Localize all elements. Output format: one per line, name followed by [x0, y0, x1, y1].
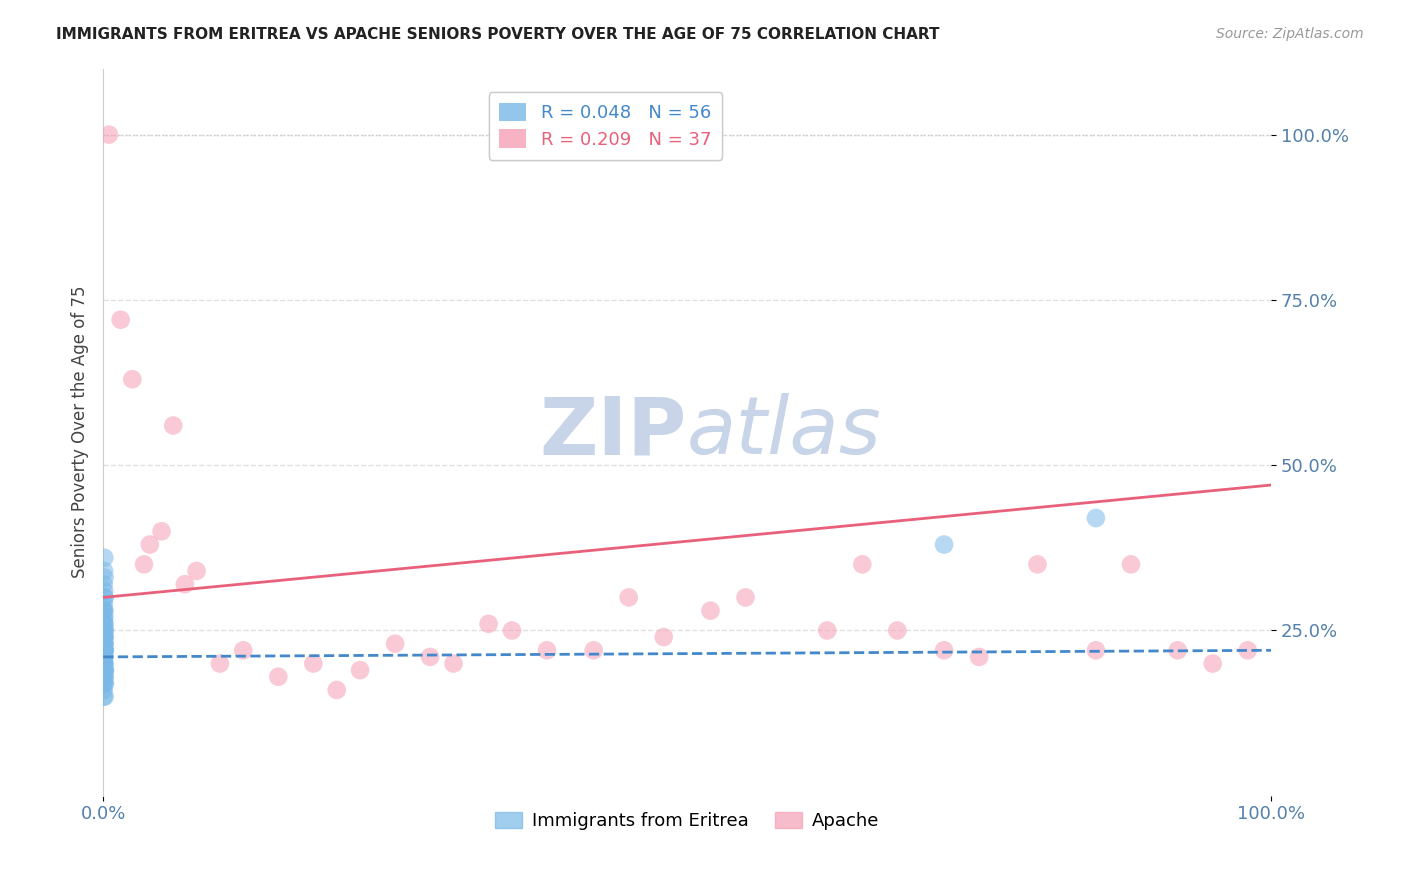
Point: [302, 657, 325, 671]
Point: [93, 564, 115, 578]
Point: [93, 597, 115, 611]
Point: [93, 630, 115, 644]
Point: [1026, 558, 1049, 572]
Point: [932, 643, 955, 657]
Point: [93, 604, 115, 618]
Point: [93, 663, 115, 677]
Point: [93, 616, 115, 631]
Point: [93, 630, 115, 644]
Point: [501, 624, 523, 638]
Point: [617, 591, 640, 605]
Point: [150, 524, 173, 539]
Point: [93, 604, 115, 618]
Point: [93, 637, 115, 651]
Point: [93, 630, 115, 644]
Point: [93, 643, 115, 657]
Point: [173, 577, 195, 591]
Point: [886, 624, 908, 638]
Point: [967, 649, 990, 664]
Point: [93, 683, 115, 698]
Point: [208, 657, 231, 671]
Point: [93, 649, 115, 664]
Point: [93, 690, 115, 704]
Point: [1236, 643, 1258, 657]
Point: [349, 663, 371, 677]
Text: Source: ZipAtlas.com: Source: ZipAtlas.com: [1216, 27, 1364, 41]
Point: [121, 372, 143, 386]
Legend: R = 0.048   N = 56, R = 0.209   N = 37: R = 0.048 N = 56, R = 0.209 N = 37: [488, 92, 723, 160]
Point: [93, 624, 115, 638]
Point: [94, 676, 117, 690]
Point: [93, 624, 115, 638]
Point: [1167, 643, 1189, 657]
Point: [93, 657, 115, 671]
Point: [93, 676, 115, 690]
Point: [93, 649, 115, 664]
Point: [94, 624, 117, 638]
Point: [93, 610, 115, 624]
Point: [93, 670, 115, 684]
Point: [477, 616, 499, 631]
Point: [139, 537, 162, 551]
Point: [93, 577, 115, 591]
Point: [93, 591, 115, 605]
Point: [384, 637, 406, 651]
Point: [93, 550, 115, 565]
Point: [267, 670, 290, 684]
Point: [110, 312, 132, 326]
Point: [186, 564, 208, 578]
Point: [93, 657, 115, 671]
Point: [815, 624, 838, 638]
Point: [93, 676, 115, 690]
Point: [93, 670, 115, 684]
Point: [734, 591, 756, 605]
Point: [443, 657, 465, 671]
Point: [1119, 558, 1142, 572]
Point: [94, 643, 117, 657]
Point: [93, 643, 115, 657]
Point: [93, 670, 115, 684]
Point: [699, 604, 721, 618]
Point: [93, 637, 115, 651]
Point: [93, 657, 115, 671]
Point: [93, 643, 115, 657]
Point: [98, 128, 121, 142]
Point: [93, 649, 115, 664]
Point: [94, 663, 117, 677]
Point: [93, 616, 115, 631]
Text: atlas: atlas: [688, 393, 882, 471]
Point: [93, 604, 115, 618]
Point: [94, 643, 117, 657]
Point: [1202, 657, 1225, 671]
Text: IMMIGRANTS FROM ERITREA VS APACHE SENIORS POVERTY OVER THE AGE OF 75 CORRELATION: IMMIGRANTS FROM ERITREA VS APACHE SENIOR…: [56, 27, 939, 42]
Point: [652, 630, 675, 644]
Point: [162, 418, 184, 433]
Point: [93, 657, 115, 671]
Point: [93, 630, 115, 644]
Point: [851, 558, 873, 572]
Y-axis label: Seniors Poverty Over the Age of 75: Seniors Poverty Over the Age of 75: [72, 286, 89, 578]
Point: [93, 616, 115, 631]
Point: [93, 663, 115, 677]
Point: [93, 624, 115, 638]
Text: ZIP: ZIP: [540, 393, 688, 471]
Point: [94, 663, 117, 677]
Point: [93, 690, 115, 704]
Point: [536, 643, 558, 657]
Point: [419, 649, 441, 664]
Point: [932, 537, 955, 551]
Point: [325, 683, 347, 698]
Point: [93, 610, 115, 624]
Point: [1084, 511, 1107, 525]
Point: [93, 571, 115, 585]
Point: [1084, 643, 1107, 657]
Point: [93, 637, 115, 651]
Point: [93, 583, 115, 598]
Point: [93, 637, 115, 651]
Point: [232, 643, 254, 657]
Point: [582, 643, 605, 657]
Point: [93, 649, 115, 664]
Point: [132, 558, 155, 572]
Point: [93, 591, 115, 605]
